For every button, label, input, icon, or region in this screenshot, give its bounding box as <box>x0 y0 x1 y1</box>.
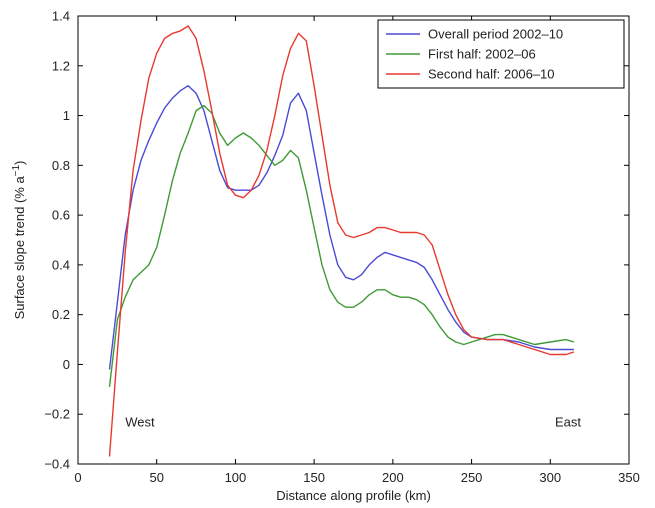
y-tick-label: −0.4 <box>44 457 70 472</box>
legend: Overall period 2002–10 First half: 2002–0… <box>377 19 625 89</box>
y-axis-label-close: ) <box>12 161 27 165</box>
x-tick-label: 150 <box>303 470 325 485</box>
annotations: West East <box>125 415 581 430</box>
annotation-label: West <box>125 415 155 430</box>
series-line <box>108 85 574 370</box>
series-line <box>108 25 575 457</box>
y-axis-label-main: Surface slope trend (% a <box>12 176 27 320</box>
x-axis-label: Distance along profile (km) <box>276 488 431 503</box>
y-tick-label: 0 <box>63 357 70 372</box>
annotation-label: East <box>555 415 581 430</box>
legend-entry: Overall period 2002–10 <box>428 27 563 42</box>
axis-ticks: 0 50 100 150 200 250 300 350 −0.4 −0.2 0 0.2 0.4 0.6 0… <box>44 9 640 486</box>
x-tick-label: 0 <box>74 470 81 485</box>
y-axis-label: Surface slope trend (% a−1) <box>11 161 27 320</box>
x-tick-label: 100 <box>225 470 247 485</box>
y-tick-label: 0.6 <box>52 208 70 223</box>
legend-entry: First half: 2002–06 <box>428 47 536 62</box>
y-tick-label: 0.2 <box>52 307 70 322</box>
x-tick-label: 50 <box>149 470 163 485</box>
series-layer <box>108 25 575 457</box>
y-tick-label: 0.4 <box>52 257 70 272</box>
x-tick-label: 350 <box>618 470 640 485</box>
legend-entry: Second half: 2006–10 <box>428 67 555 82</box>
x-tick-label: 300 <box>539 470 561 485</box>
plot-area <box>77 15 630 465</box>
x-tick-label: 200 <box>382 470 404 485</box>
y-tick-label: 1.2 <box>52 58 70 73</box>
x-tick-label: 250 <box>461 470 483 485</box>
y-tick-label: −0.2 <box>44 407 70 422</box>
y-tick-label: 0.8 <box>52 158 70 173</box>
y-tick-label: 1.4 <box>52 9 70 24</box>
y-axis-label-sup: −1 <box>11 164 22 176</box>
series-line <box>108 104 575 387</box>
y-tick-label: 1 <box>63 108 70 123</box>
